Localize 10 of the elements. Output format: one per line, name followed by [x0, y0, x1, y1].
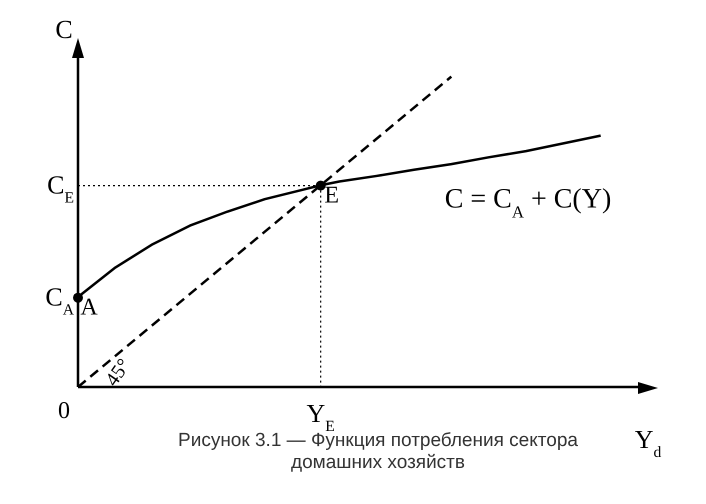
- annotation: C = C$_{A}$ + C(Y): [444, 184, 612, 222]
- annotation: A: [80, 294, 98, 321]
- text: C$_{E}$: [47, 170, 74, 206]
- annotation: 45°: [101, 354, 136, 390]
- text: Рисунок 3.1 — Функция потребления сектора домашних хозяйств: [177, 430, 579, 474]
- y-axis-title: C: [55, 15, 73, 44]
- annotation: E: [324, 182, 340, 209]
- text: 0: [58, 398, 70, 424]
- x-axis-title: Y$_{d}$: [634, 425, 662, 460]
- text: C$_{A}$: [45, 282, 75, 318]
